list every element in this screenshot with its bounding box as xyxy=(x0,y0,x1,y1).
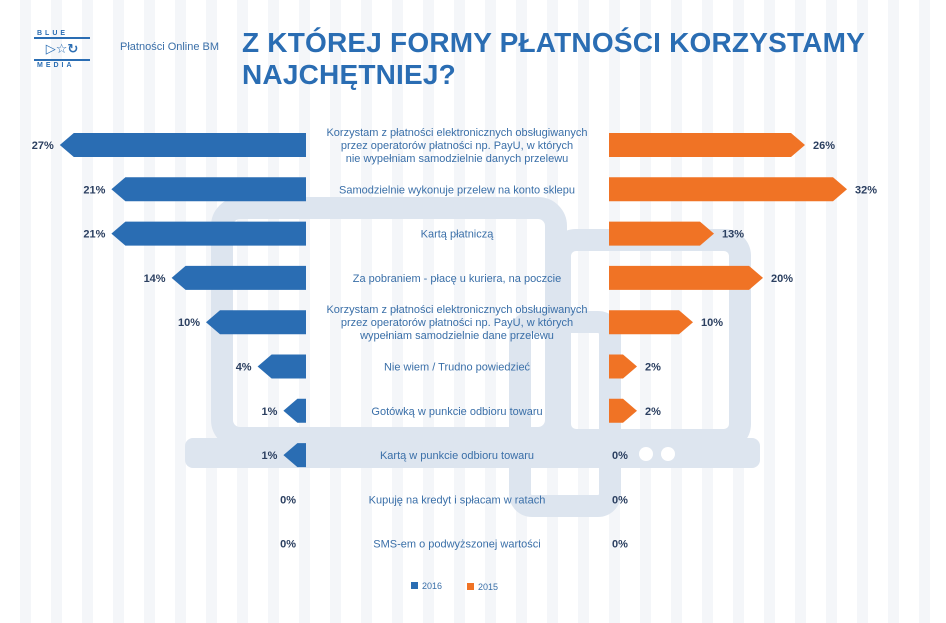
value-label-2016-8: 0% xyxy=(280,494,296,506)
category-label-3-0: Za pobraniem - płacę u kuriera, na poczc… xyxy=(353,273,562,285)
bar-2015-2 xyxy=(609,221,714,246)
legend-label-2016: 2016 xyxy=(422,581,442,591)
value-label-2016-0: 27% xyxy=(32,140,54,152)
value-label-2016-1: 21% xyxy=(83,184,105,196)
legend-label-2015: 2015 xyxy=(478,582,498,592)
category-label-0-1: przez operatorów płatności np. PayU, w k… xyxy=(341,140,573,152)
legend-swatch-2015 xyxy=(467,583,474,590)
bar-2015-5 xyxy=(609,354,637,379)
device-dot-1 xyxy=(639,447,653,461)
value-label-2015-7: 0% xyxy=(612,450,628,462)
category-label-9-0: SMS-em o podwyższonej wartości xyxy=(373,539,541,551)
value-label-2016-3: 14% xyxy=(144,273,166,285)
value-label-2016-7: 1% xyxy=(261,450,277,462)
value-label-2016-2: 21% xyxy=(83,229,105,241)
bar-2015-3 xyxy=(609,265,763,290)
bar-2016-0 xyxy=(59,133,306,157)
device-dot-2 xyxy=(661,447,675,461)
logo-bottom-text: MEDIA xyxy=(37,61,75,69)
category-label-4-0: Korzystam z płatności elektronicznych ob… xyxy=(326,304,587,316)
bar-2016-2 xyxy=(111,221,307,246)
value-label-2016-5: 4% xyxy=(236,362,252,374)
value-label-2015-1: 32% xyxy=(855,184,877,196)
category-label-4-2: wypełniam samodzielnie dane przelewu xyxy=(359,330,554,342)
value-label-2016-9: 0% xyxy=(280,539,296,551)
bar-2015-0 xyxy=(609,133,805,157)
bar-2016-3 xyxy=(171,265,306,290)
bar-2015-6 xyxy=(609,398,637,423)
bar-2016-7 xyxy=(283,443,306,468)
legend-swatch-2016 xyxy=(411,582,418,589)
logo-top-text: BLUE xyxy=(37,29,69,37)
category-label-0-0: Korzystam z płatności elektronicznych ob… xyxy=(326,127,587,139)
bar-2016-1 xyxy=(111,177,307,202)
category-label-7-0: Kartą w punkcie odbioru towaru xyxy=(380,450,534,462)
value-label-2015-5: 2% xyxy=(645,362,661,374)
logo-symbols: ▷☆↻ xyxy=(34,37,90,61)
category-label-1-0: Samodzielnie wykonuje przelew na konto s… xyxy=(339,184,575,196)
category-label-5-0: Nie wiem / Trudno powiedzieć xyxy=(384,362,531,374)
category-label-4-1: przez operatorów płatności np. PayU, w k… xyxy=(341,317,573,329)
category-label-6-0: Gotówką w punkcie odbioru towaru xyxy=(371,406,542,418)
bar-2016-6 xyxy=(283,398,306,423)
value-label-2016-4: 10% xyxy=(178,317,200,329)
value-label-2015-8: 0% xyxy=(612,494,628,506)
value-label-2015-9: 0% xyxy=(612,539,628,551)
bar-2016-4 xyxy=(206,310,306,335)
blue-media-logo: BLUE ▷☆↻ MEDIA xyxy=(34,29,90,69)
brand-label: Płatności Online BM xyxy=(120,41,220,53)
bar-2016-5 xyxy=(257,354,306,379)
bar-2015-1 xyxy=(609,177,847,202)
value-label-2015-2: 13% xyxy=(722,229,744,241)
category-label-8-0: Kupuję na kredyt i spłacam w ratach xyxy=(369,494,546,506)
value-label-2016-6: 1% xyxy=(261,406,277,418)
value-label-2015-3: 20% xyxy=(771,273,793,285)
bar-2015-4 xyxy=(609,310,693,335)
value-label-2015-0: 26% xyxy=(813,140,835,152)
category-label-0-2: nie wypełniam samodzielnie danych przele… xyxy=(346,153,569,165)
value-label-2015-6: 2% xyxy=(645,406,661,418)
page-title: Z KTÓREJ FORMY PŁATNOŚCI KORZYSTAMY NAJC… xyxy=(242,27,865,90)
value-label-2015-4: 10% xyxy=(701,317,723,329)
category-label-2-0: Kartą płatniczą xyxy=(421,229,495,241)
